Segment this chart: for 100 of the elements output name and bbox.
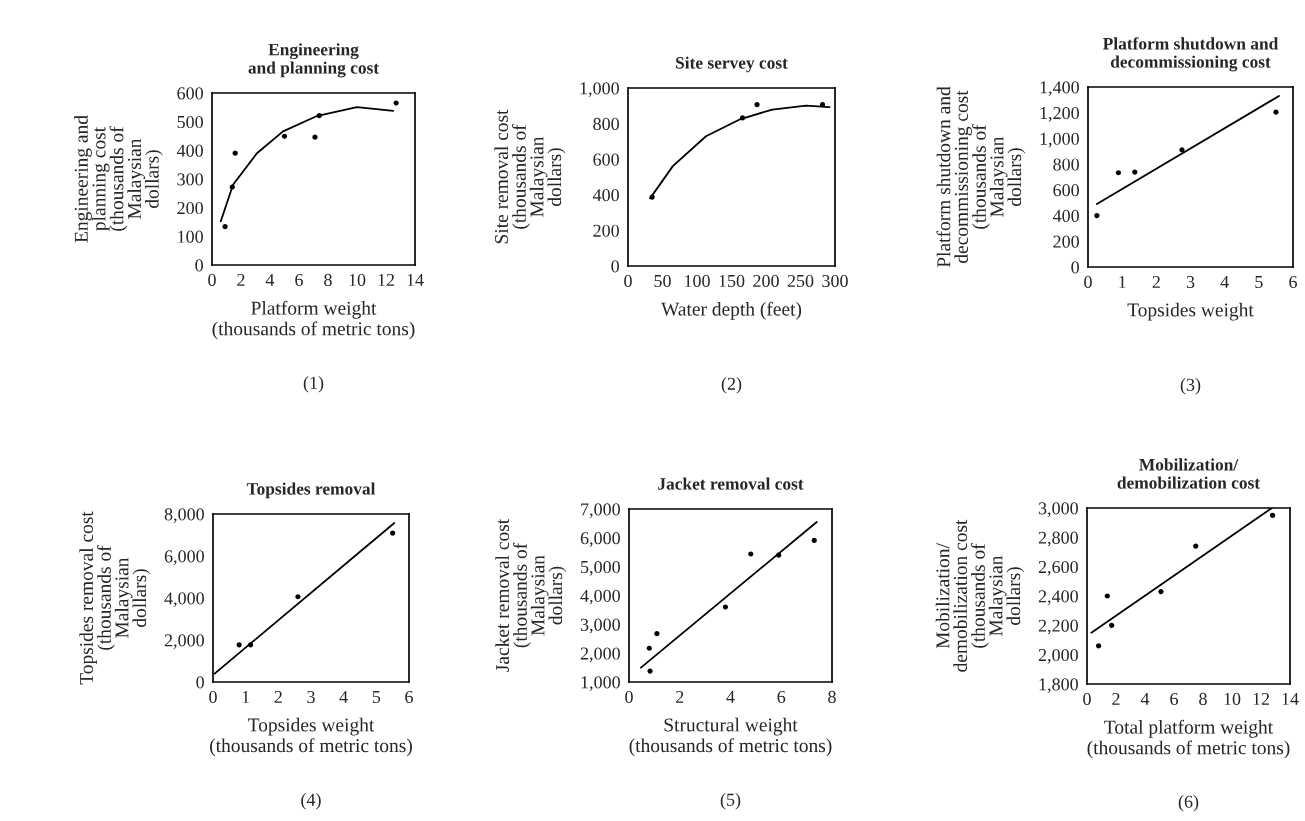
x-tick-label: 150 bbox=[719, 274, 745, 288]
point bbox=[1132, 169, 1138, 175]
y-tick-label: 200 bbox=[177, 201, 203, 215]
point bbox=[754, 101, 760, 108]
chart-title: Site servey cost bbox=[676, 56, 788, 73]
y-tick-label: 2,000 bbox=[164, 634, 204, 650]
text: (3) bbox=[1180, 378, 1201, 395]
y-tick-label: 4,000 bbox=[164, 592, 204, 608]
y-tick-label: 2,000 bbox=[1038, 648, 1078, 664]
line-series bbox=[649, 104, 831, 200]
x-tick-label: 6 bbox=[405, 690, 413, 704]
x-tick-label: 100 bbox=[685, 274, 710, 288]
x-axis-title: Topsides weight (thousands of metric tons) bbox=[210, 717, 412, 757]
y-tick-label: 500 bbox=[177, 115, 203, 129]
point bbox=[295, 594, 301, 600]
y-tick-label: 600 bbox=[593, 153, 619, 166]
y-tick-label: 3,000 bbox=[580, 618, 620, 634]
x-tick-label: 2 bbox=[1152, 275, 1160, 288]
y-tick-label: 1,000 bbox=[581, 676, 620, 692]
x-tick-label: 6 bbox=[295, 273, 303, 287]
y-tick-label: 2,400 bbox=[1038, 590, 1078, 606]
y-axis-title: Site removal cost (thousands of Malaysian dollars) bbox=[494, 109, 566, 244]
x-axis-title: Platform weight (thousands of metric tons) bbox=[212, 300, 415, 340]
x-tick-label: 4 bbox=[726, 690, 735, 703]
x-tick-label: 3 bbox=[1186, 275, 1195, 289]
chart-title: Jacket removal cost bbox=[658, 477, 804, 490]
x-axis-title: Total platform weight (thousands of metric tons) bbox=[1087, 719, 1290, 759]
point bbox=[281, 133, 288, 139]
y-tick-label: 0 bbox=[1071, 261, 1079, 274]
x-tick-label: 3 bbox=[307, 690, 315, 704]
x-tick-label: 12 bbox=[1253, 692, 1270, 705]
point bbox=[647, 668, 653, 674]
point bbox=[1104, 593, 1110, 599]
x-tick-label: 8 bbox=[324, 273, 332, 287]
y-tick-label: 1,200 bbox=[1040, 106, 1079, 122]
x-tick-label: 8 bbox=[828, 690, 836, 704]
y-tick-label: 400 bbox=[1052, 209, 1079, 223]
x-tick-label: 2 bbox=[237, 273, 245, 286]
point bbox=[236, 642, 242, 648]
x-tick-label: 10 bbox=[1224, 692, 1241, 706]
x-tick-label: 0 bbox=[624, 274, 632, 288]
y-tick-label: 100 bbox=[178, 230, 203, 243]
y-tick-label: 5,000 bbox=[581, 560, 620, 576]
x-tick-label: 12 bbox=[378, 273, 395, 286]
x-tick-label: 2 bbox=[1112, 692, 1120, 705]
y-tick-label: 800 bbox=[593, 117, 619, 131]
chart-title: Mobilization/ demobilization cost bbox=[1117, 458, 1261, 489]
y-axis-title: Topsides removal cost (thousands of Malaysian dollars) bbox=[79, 511, 151, 685]
point bbox=[232, 150, 238, 156]
y-tick-label: 1,400 bbox=[1040, 81, 1079, 97]
y-tick-label: 4,000 bbox=[580, 589, 620, 605]
point bbox=[390, 530, 396, 536]
y-tick-label: 2,200 bbox=[1038, 619, 1078, 635]
point bbox=[1094, 212, 1100, 219]
text: (1) bbox=[303, 376, 324, 393]
y-tick-label: 2,800 bbox=[1038, 531, 1078, 547]
point bbox=[646, 645, 652, 651]
y-axis-title: Mobilization/ demobilization cost (thousands of Malaysian dollars) bbox=[935, 519, 1025, 672]
point bbox=[1158, 589, 1164, 595]
y-tick-label: 2,000 bbox=[580, 647, 620, 663]
y-tick-label: 1,000 bbox=[1040, 132, 1079, 148]
x-tick-label: 2 bbox=[676, 690, 684, 703]
point bbox=[1193, 543, 1199, 549]
x-tick-label: 6 bbox=[777, 690, 786, 704]
y-tick-label: 600 bbox=[1053, 184, 1079, 197]
point bbox=[1179, 147, 1185, 153]
x-tick-label: 5 bbox=[1255, 276, 1263, 289]
y-tick-label: 0 bbox=[196, 676, 204, 689]
y-tick-label: 200 bbox=[593, 224, 619, 237]
point bbox=[393, 100, 399, 106]
y-tick-label: 0 bbox=[611, 260, 619, 273]
point bbox=[1109, 622, 1115, 628]
x-tick-label: 0 bbox=[625, 690, 633, 704]
point bbox=[811, 537, 817, 544]
y-tick-label: 300 bbox=[177, 173, 203, 186]
point bbox=[1096, 643, 1102, 649]
x-tick-label: 0 bbox=[208, 273, 216, 287]
x-tick-label: 0 bbox=[209, 690, 217, 704]
x-tick-label: 1 bbox=[242, 690, 250, 703]
x-tick-label: 5 bbox=[372, 691, 381, 704]
x-tick-label: 14 bbox=[407, 273, 424, 286]
point bbox=[1273, 109, 1279, 115]
y-tick-label: 6,000 bbox=[164, 550, 204, 566]
y-tick-label: 400 bbox=[176, 144, 203, 157]
y-tick-label: 600 bbox=[177, 87, 203, 100]
y-tick-label: 7,000 bbox=[581, 503, 620, 519]
y-tick-label: 6,000 bbox=[580, 532, 620, 547]
y-tick-label: 0 bbox=[195, 259, 203, 272]
x-tick-label: 14 bbox=[1282, 692, 1299, 705]
x-tick-label: 50 bbox=[654, 274, 671, 288]
x-axis-title: Topsides weight bbox=[1127, 302, 1254, 321]
x-tick-label: 4 bbox=[265, 273, 275, 286]
y-tick-label: 1,000 bbox=[580, 82, 619, 98]
x-tick-label: 8 bbox=[1199, 692, 1207, 706]
y-tick-label: 800 bbox=[1053, 158, 1079, 171]
y-axis-title: Engineering and planning cost (thousands of Malaysian dollars) bbox=[74, 115, 163, 243]
x-axis-title: Water depth (feet) bbox=[661, 301, 802, 320]
y-tick-label: 3,000 bbox=[1038, 502, 1078, 518]
y-tick-label: 200 bbox=[1053, 235, 1079, 248]
x-tick-label: 4 bbox=[1140, 692, 1150, 705]
